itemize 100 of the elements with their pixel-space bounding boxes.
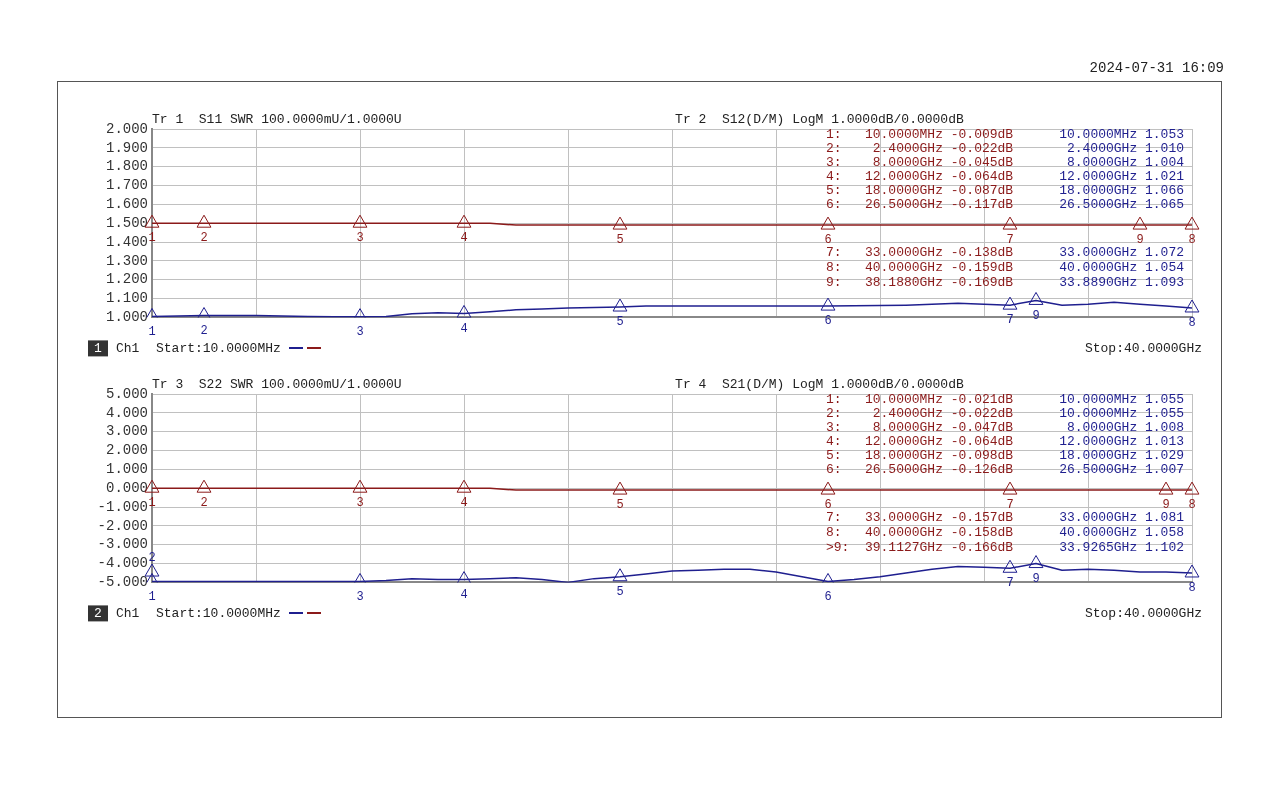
- series-label: 5: [616, 315, 624, 330]
- text: Ch1: [116, 340, 140, 356]
- point: [1184, 481, 1200, 495]
- annotation: 7: 33.0000GHz -0.138dB: [825, 245, 1014, 261]
- y-tick-label: -3.000: [97, 536, 148, 553]
- annotation: 40.0000GHz 1.058: [1059, 525, 1184, 541]
- series-label: 1: [148, 324, 156, 339]
- chart-subtitle: Tr 4 S21(D/M) LogM 1.0000dB/0.0000dB: [675, 377, 964, 393]
- y-tick-label: 1.500: [105, 214, 148, 231]
- series-label: 7: [1006, 233, 1014, 248]
- series-label: 9: [1136, 233, 1144, 248]
- series-label: 7: [1006, 498, 1014, 513]
- series-label: 1: [148, 496, 156, 511]
- chart-title: Tr 1 S11 SWR 100.0000mU/1.0000U: [152, 112, 402, 128]
- text: 2: [94, 605, 102, 621]
- annotation: >9: 39.1127GHz -0.166dB: [825, 540, 1014, 556]
- series-label: 9: [1032, 571, 1040, 586]
- annotation: 26.5000GHz 1.007: [1059, 462, 1184, 478]
- point: [612, 298, 628, 312]
- text: Start:10.0000MHz: [156, 340, 281, 356]
- annotation: 2: 2.4000GHz -0.022dB: [825, 406, 1014, 422]
- point: [1028, 291, 1044, 305]
- point: [352, 479, 368, 493]
- series-label: 6: [824, 589, 832, 604]
- series-label: 4: [460, 321, 468, 336]
- point: [196, 214, 212, 228]
- annotation: 33.8890GHz 1.093: [1059, 275, 1184, 291]
- series-label: 3: [356, 589, 364, 604]
- annotation: 10.0000MHz 1.053: [1059, 127, 1184, 143]
- point: [1002, 559, 1018, 573]
- annotation: 3: 8.0000GHz -0.047dB: [825, 420, 1014, 436]
- annotation: 9: 38.1880GHz -0.169dB: [825, 275, 1014, 291]
- y-tick-label: 1.100: [105, 290, 148, 307]
- annotation: 18.0000GHz 1.029: [1059, 448, 1184, 464]
- point: [612, 216, 628, 230]
- series-label: 4: [460, 587, 468, 602]
- y-tick-label: 2.000: [105, 120, 148, 137]
- series-label: 6: [824, 314, 832, 329]
- series-label: 9: [1162, 498, 1170, 513]
- series-label: 4: [460, 496, 468, 511]
- point: [1184, 564, 1200, 578]
- point: [820, 216, 836, 230]
- annotation: 6: 26.5000GHz -0.117dB: [825, 197, 1014, 213]
- point: [1184, 299, 1200, 313]
- text: Start:10.0000MHz: [156, 605, 281, 621]
- text: 2024-07-31 16:09: [1089, 60, 1224, 76]
- point: [196, 479, 212, 493]
- series-label: 7: [1006, 313, 1014, 328]
- y-tick-label: 4.000: [105, 404, 148, 421]
- annotation: 12.0000GHz 1.021: [1059, 169, 1185, 185]
- series-label: 4: [460, 231, 468, 246]
- point: [1028, 555, 1044, 569]
- point: [1002, 481, 1018, 495]
- series-label: 2: [200, 323, 208, 338]
- point: [456, 571, 472, 583]
- point: [612, 481, 628, 495]
- annotation: 2: 2.4000GHz -0.022dB: [825, 141, 1014, 157]
- y-tick-label: 2.000: [105, 442, 148, 459]
- y-tick-label: 1.200: [105, 271, 148, 288]
- point: [456, 214, 472, 228]
- series-label: 6: [824, 233, 832, 248]
- point: [1002, 296, 1018, 310]
- series-label: 2: [148, 551, 156, 566]
- annotation: 12.0000GHz 1.013: [1059, 434, 1184, 450]
- series-label: 3: [356, 324, 364, 339]
- point: [1184, 216, 1200, 230]
- annotation: 33.0000GHz 1.072: [1059, 245, 1184, 261]
- annotation: 10.0000MHz 1.055: [1059, 406, 1184, 422]
- annotation: 33.0000GHz 1.081: [1059, 510, 1185, 526]
- annotation: 5: 18.0000GHz -0.087dB: [825, 183, 1014, 199]
- annotation: 40.0000GHz 1.054: [1059, 260, 1185, 276]
- text: Stop:40.0000GHz: [1084, 340, 1202, 356]
- series-label: 8: [1188, 498, 1196, 513]
- point: [352, 214, 368, 228]
- y-tick-label: -4.000: [97, 555, 148, 572]
- series-label: 3: [356, 231, 364, 246]
- text: Stop:40.0000GHz: [1084, 605, 1202, 621]
- point: [820, 481, 836, 495]
- annotation: 5: 18.0000GHz -0.098dB: [825, 448, 1014, 464]
- y-tick-label: 1.300: [105, 252, 148, 269]
- series-label: 3: [356, 496, 364, 511]
- point: [820, 297, 836, 311]
- y-tick-label: -1.000: [97, 498, 148, 515]
- point: [1002, 216, 1018, 230]
- series-label: 7: [1006, 576, 1014, 591]
- y-tick-label: 1.800: [105, 158, 148, 175]
- series-label: 5: [616, 498, 624, 513]
- y-tick-label: -5.000: [97, 574, 148, 591]
- y-tick-label: 1.700: [105, 177, 148, 194]
- series-label: 6: [824, 498, 832, 513]
- series-label: 8: [1188, 233, 1196, 248]
- annotation: 10.0000MHz 1.055: [1059, 392, 1184, 408]
- y-tick-label: 1.900: [105, 139, 148, 156]
- point: [1158, 481, 1174, 495]
- series-label: 2: [200, 231, 208, 246]
- annotation: 8: 40.0000GHz -0.158dB: [825, 525, 1014, 541]
- annotation: 8.0000GHz 1.004: [1066, 155, 1185, 171]
- series-label: 2: [200, 496, 208, 511]
- annotation: 6: 26.5000GHz -0.126dB: [825, 462, 1014, 478]
- annotation: 18.0000GHz 1.066: [1059, 183, 1184, 199]
